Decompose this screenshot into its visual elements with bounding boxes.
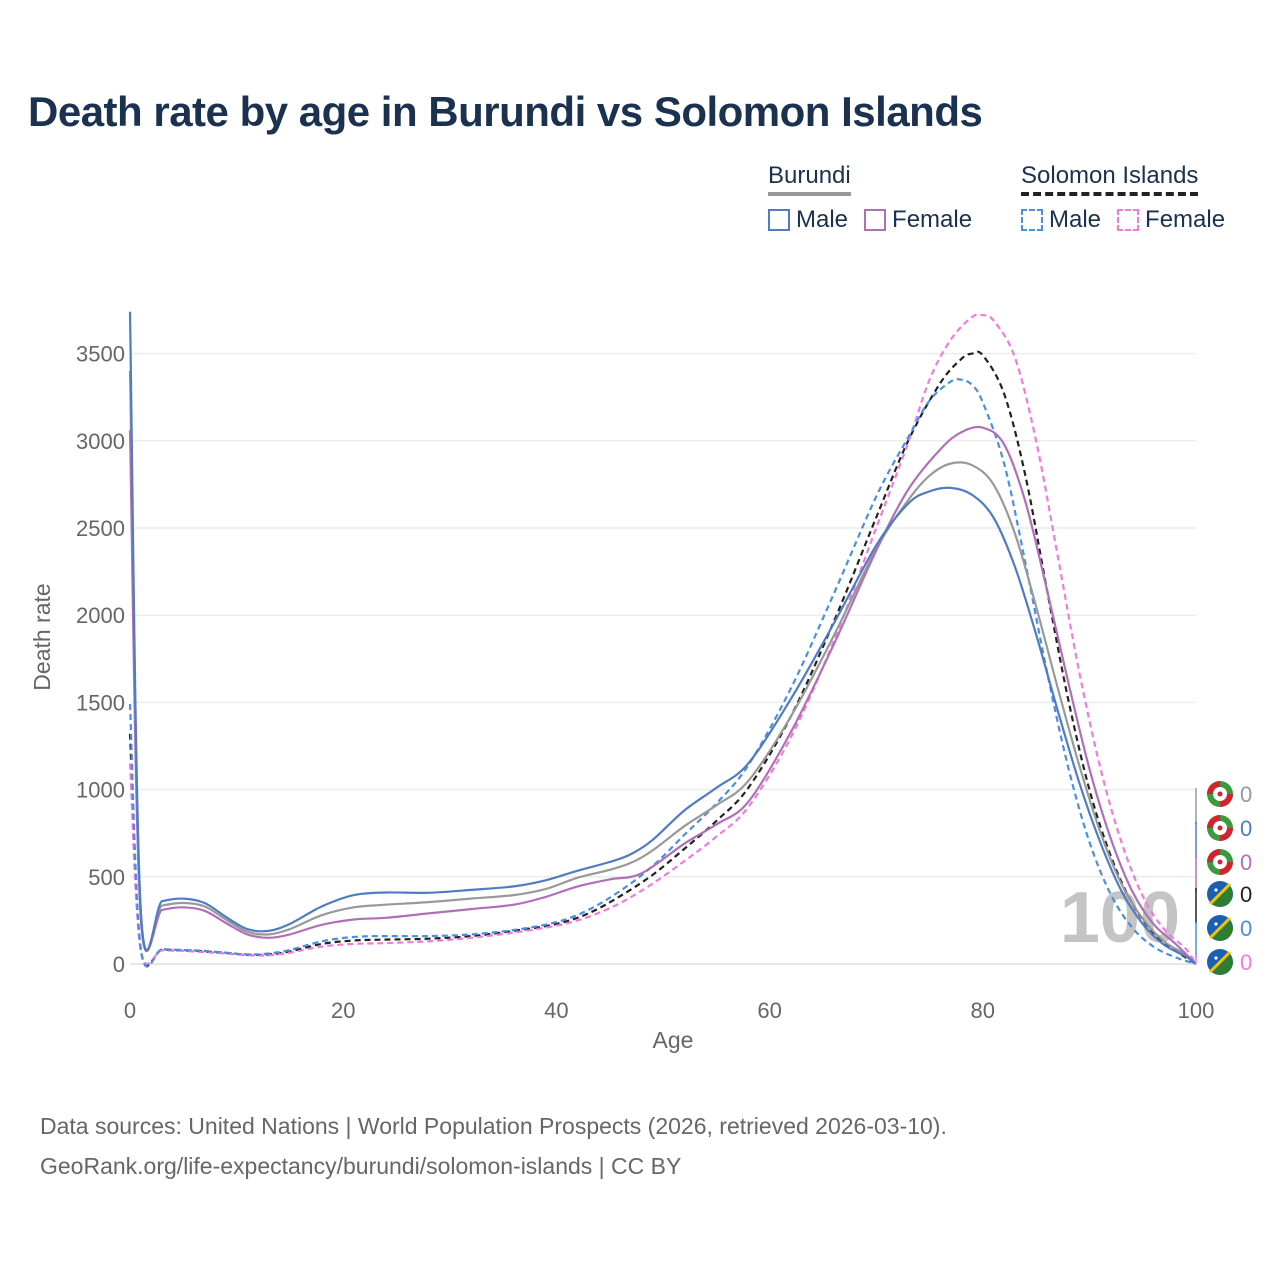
- flag-burundi-star: [1217, 859, 1223, 865]
- legend-label: Female: [892, 206, 973, 233]
- age-marker-label: 100: [1060, 878, 1180, 958]
- y-tick-label: 3000: [76, 429, 125, 454]
- y-tick-label: 3500: [76, 342, 125, 367]
- legend-item-solomon-female[interactable]: Female: [1117, 206, 1225, 234]
- end-value-label: 0: [1240, 950, 1252, 975]
- series-line-burundi-female: [128, 425, 1197, 965]
- end-value-label: 0: [1240, 916, 1252, 941]
- x-tick-label: 20: [331, 998, 355, 1023]
- legend-group-burundi: Burundi Male Female: [768, 162, 972, 234]
- footer: Data sources: United Nations | World Pop…: [40, 1106, 947, 1186]
- series-line-solomon-islands-male: [128, 378, 1197, 968]
- legend-head-burundi: Burundi: [768, 162, 851, 196]
- flag-burundi-red: [1207, 849, 1233, 875]
- footer-url[interactable]: GeoRank.org/life-expectancy/burundi/solo…: [40, 1153, 682, 1179]
- end-value-label: 0: [1240, 782, 1252, 807]
- x-tick-label: 40: [544, 998, 568, 1023]
- flag-solomon-stripe: [1208, 882, 1232, 906]
- x-tick-label: 60: [757, 998, 781, 1023]
- y-tick-label: 500: [88, 865, 125, 890]
- flag-solomon-stripe: [1208, 916, 1232, 940]
- series-line-burundi-male: [128, 311, 1197, 965]
- legend-label: Male: [1049, 206, 1102, 233]
- legend-swatch-solomon-female: [1117, 209, 1140, 231]
- flag-solomon-green: [1211, 919, 1233, 941]
- legend-item-solomon-male[interactable]: Male: [1021, 206, 1101, 234]
- legend-swatch-solomon-male: [1021, 209, 1043, 231]
- x-tick-label: 0: [124, 998, 136, 1023]
- flag-burundi-red: [1207, 815, 1233, 841]
- y-tick-label: 1000: [76, 778, 125, 803]
- legend-group-solomon-islands: Solomon Islands Male Female: [1021, 162, 1225, 234]
- legend-swatch-burundi-male: [768, 209, 790, 231]
- flag-burundi-star: [1217, 825, 1223, 831]
- end-value-label: 0: [1240, 882, 1252, 907]
- legend-label: Male: [796, 206, 849, 233]
- series-line-solomon-islands-total: [128, 350, 1197, 967]
- flag-solomon-green: [1211, 953, 1233, 975]
- series-line-burundi-total: [128, 370, 1197, 965]
- flag-solomon-star: [1214, 922, 1218, 926]
- legend-item-burundi-female[interactable]: Female: [864, 206, 972, 234]
- legend-label: Female: [1145, 206, 1226, 233]
- y-tick-label: 2000: [76, 603, 125, 628]
- series-line-solomon-islands-female: [128, 313, 1197, 966]
- y-tick-label: 2500: [76, 516, 125, 541]
- x-axis-title: Age: [653, 1027, 694, 1053]
- end-value-label: 0: [1240, 816, 1252, 841]
- y-axis-title: Death rate: [29, 583, 55, 690]
- x-tick-label: 100: [1178, 998, 1215, 1023]
- flag-burundi-red: [1207, 781, 1233, 807]
- legend-swatch-burundi-female: [864, 209, 887, 231]
- x-tick-label: 80: [971, 998, 995, 1023]
- y-tick-label: 0: [113, 952, 125, 977]
- y-tick-label: 1500: [76, 690, 125, 715]
- flag-solomon-green: [1211, 885, 1233, 907]
- end-value-label: 0: [1240, 850, 1252, 875]
- flag-solomon-stripe: [1208, 950, 1232, 974]
- legend-head-solomon-islands: Solomon Islands: [1021, 162, 1199, 196]
- flag-solomon-star: [1214, 956, 1218, 960]
- flag-solomon-star: [1214, 888, 1218, 892]
- legend-item-burundi-male[interactable]: Male: [768, 206, 848, 234]
- chart-title: Death rate by age in Burundi vs Solomon …: [28, 88, 983, 135]
- footer-sources: Data sources: United Nations | World Pop…: [40, 1113, 947, 1139]
- flag-burundi-star: [1217, 791, 1223, 797]
